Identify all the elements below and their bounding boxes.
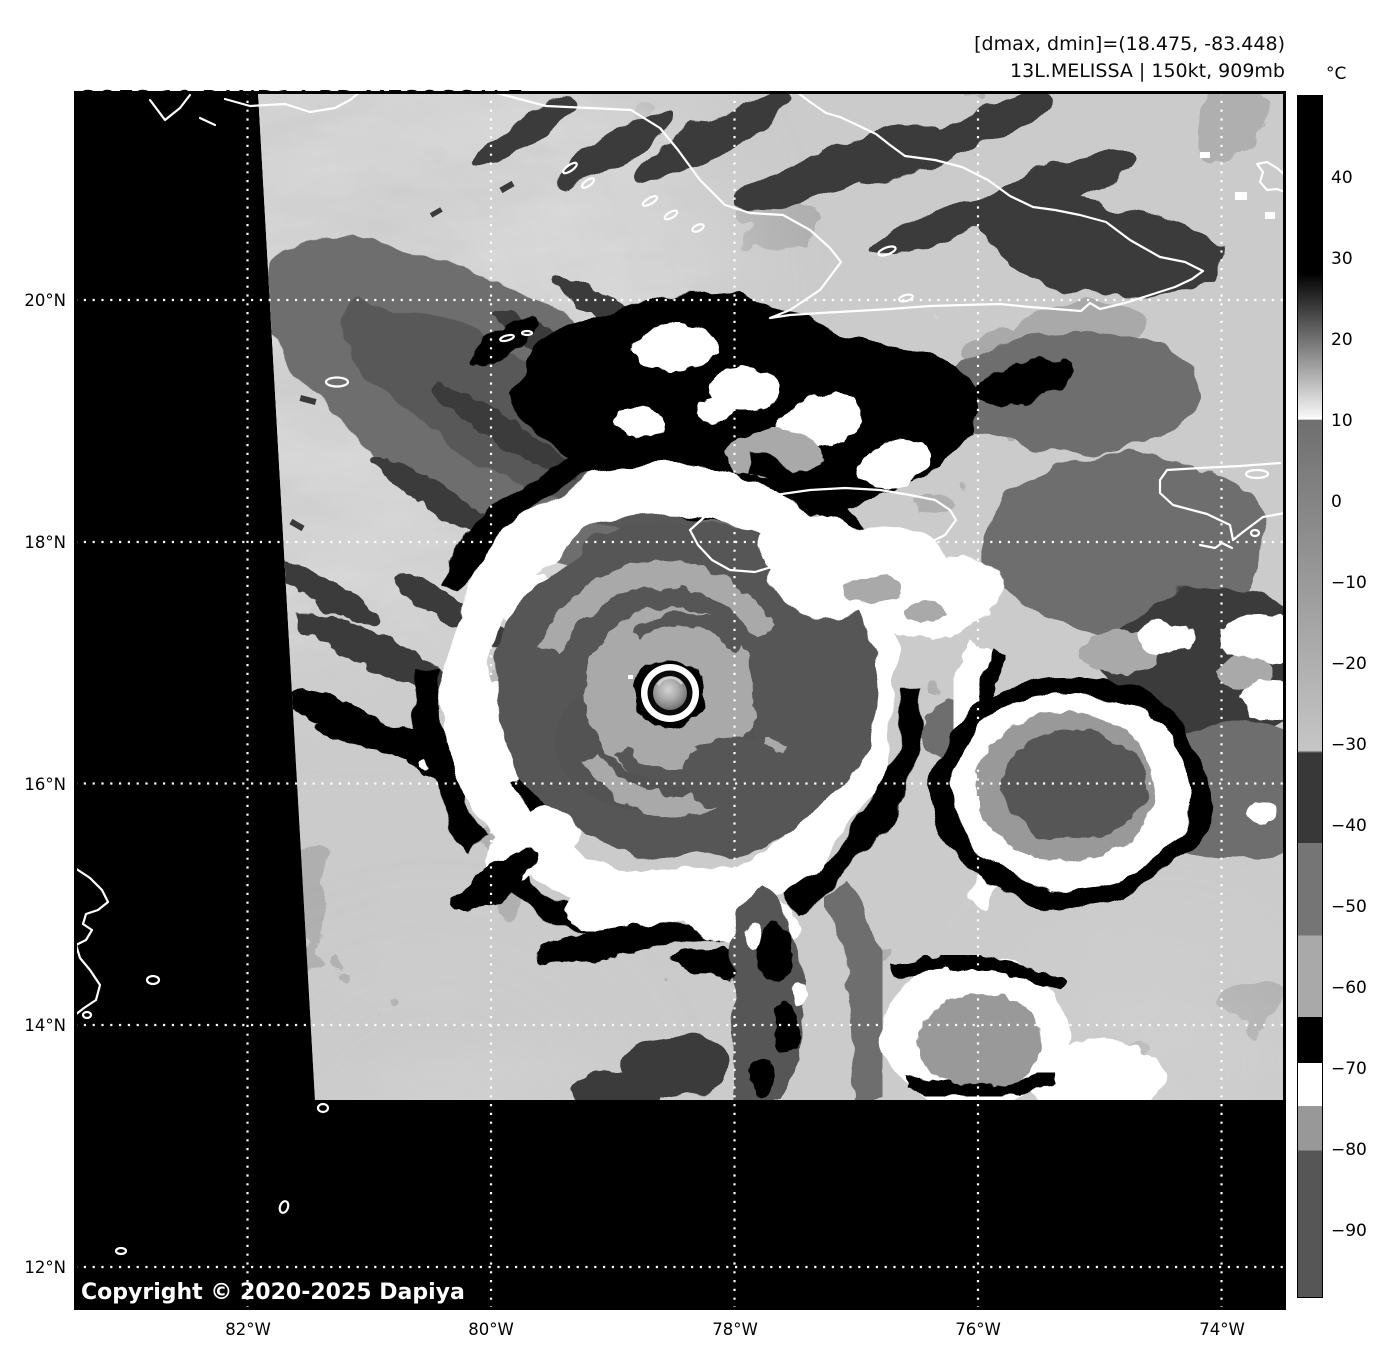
cayman-islands-coastline bbox=[324, 329, 534, 388]
cbar-tick-m20: −20 bbox=[1331, 654, 1367, 674]
dmax-dmin-readout: [dmax, dmin]=(18.475, -83.448) bbox=[974, 33, 1285, 55]
plot-frame bbox=[75, 92, 1285, 1309]
lon-tick-78w: 78°W bbox=[712, 1320, 758, 1339]
lat-tick-20n: 20°N bbox=[24, 291, 66, 310]
info-block: [dmax, dmin]=(18.475, -83.448) 13L.MELIS… bbox=[974, 31, 1285, 85]
cbar-tick-m30: −30 bbox=[1331, 735, 1367, 755]
lat-lon-gridlines bbox=[75, 92, 1285, 1309]
cuba-cold-cloud-streaks bbox=[475, 92, 1225, 297]
cbar-tick-0: 0 bbox=[1331, 492, 1342, 512]
satellite-imagery: Copyright © 2020-2025 Dapiya bbox=[73, 90, 1287, 1309]
cbar-tick-40: 40 bbox=[1331, 168, 1353, 188]
colorbar-gradient bbox=[1297, 95, 1323, 1298]
lat-tick-12n: 12°N bbox=[24, 1258, 66, 1277]
cbar-tick-10: 10 bbox=[1331, 411, 1353, 431]
isla-juventud-coast bbox=[148, 93, 192, 122]
lat-tick-16n: 16°N bbox=[24, 775, 66, 794]
cbar-tick-30: 30 bbox=[1331, 249, 1353, 269]
southeast-cell bbox=[930, 621, 1276, 907]
cbar-tick-m10: −10 bbox=[1331, 573, 1367, 593]
lon-tick-80w: 80°W bbox=[468, 1320, 514, 1339]
haiti-coastline bbox=[1158, 461, 1287, 550]
inner-spiral-annulus bbox=[584, 607, 756, 779]
hurricane-melissa bbox=[415, 438, 925, 981]
great-inagua-coastline bbox=[1255, 160, 1287, 194]
cuba-coastline bbox=[491, 90, 1205, 320]
mesoscale-data-sector bbox=[258, 92, 1285, 1100]
lon-tick-76w: 76°W bbox=[955, 1320, 1001, 1339]
cbar-tick-m40: −40 bbox=[1331, 816, 1367, 836]
zapata-coast bbox=[223, 90, 362, 114]
eye-warm-core bbox=[653, 676, 687, 710]
overshooting-tops bbox=[614, 323, 932, 489]
cbar-tick-20: 20 bbox=[1331, 330, 1353, 350]
cbar-tick-m70: −70 bbox=[1331, 1059, 1367, 1079]
lat-tick-18n: 18°N bbox=[24, 533, 66, 552]
cbar-tick-m90: −90 bbox=[1331, 1221, 1367, 1241]
colorbar-unit: °C bbox=[1326, 64, 1347, 84]
lat-tick-14n: 14°N bbox=[24, 1016, 66, 1035]
south-white-mass bbox=[570, 955, 1165, 1100]
jamaica-coastline bbox=[688, 486, 958, 574]
tail-band bbox=[729, 882, 890, 1100]
lon-tick-82w: 82°W bbox=[225, 1320, 271, 1339]
lon-tick-74w: 74°W bbox=[1199, 1320, 1245, 1339]
cbar-tick-m50: −50 bbox=[1331, 897, 1367, 917]
cbar-tick-m80: −80 bbox=[1331, 1140, 1367, 1160]
central-america-coastline bbox=[73, 866, 330, 1256]
canarreos-cays bbox=[198, 116, 217, 127]
copyright-label: Copyright © 2020-2025 Dapiya bbox=[81, 1280, 465, 1305]
cbar-tick-m60: −60 bbox=[1331, 978, 1367, 998]
hurricane-eye bbox=[628, 657, 706, 729]
satellite-map: Copyright © 2020-2025 Dapiya bbox=[73, 90, 1287, 1310]
cuba-cays bbox=[562, 161, 914, 303]
storm-readout: 13L.MELISSA | 150kt, 909mb bbox=[1010, 60, 1285, 82]
coastlines bbox=[73, 90, 1287, 1256]
